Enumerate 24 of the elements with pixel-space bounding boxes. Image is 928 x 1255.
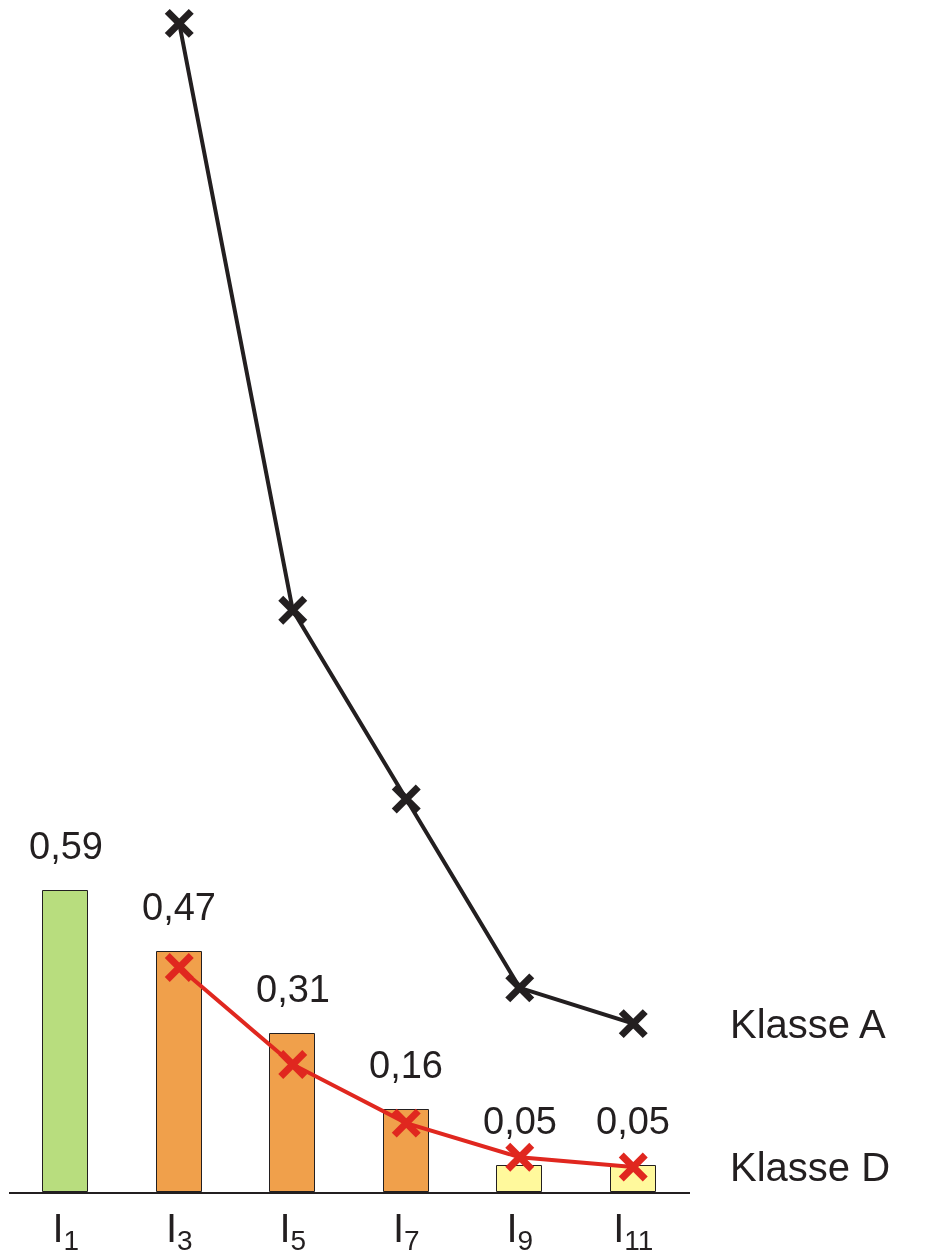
data-label: 0,05: [483, 1100, 557, 1142]
x-tick-label: I$_{1}$: [52, 1205, 80, 1255]
point: [277, 1048, 309, 1080]
x-tick-label: I$_{11}$: [613, 1205, 654, 1255]
point: [390, 783, 422, 815]
point: [277, 594, 309, 626]
text: Klasse D: [730, 1145, 891, 1189]
x-tick-label: I$_{5}$: [279, 1205, 307, 1255]
data-label: 0,31: [256, 968, 330, 1010]
text: Klasse A: [730, 1002, 886, 1046]
point: [617, 1008, 649, 1040]
data-label: 0,59: [29, 825, 103, 867]
point: [617, 1151, 649, 1183]
data-label: 0,47: [142, 886, 216, 928]
point: [390, 1107, 422, 1139]
x-tick-label: I$_{3}$: [165, 1205, 193, 1255]
x-tick-label: I$_{7}$: [392, 1205, 420, 1255]
point: [163, 7, 195, 39]
point: [163, 951, 195, 983]
point: [504, 1141, 536, 1173]
x-tick-label: I$_{9}$: [506, 1205, 534, 1255]
point: [504, 972, 536, 1004]
data-label: 0,16: [369, 1044, 443, 1086]
data-label: 0,05: [596, 1100, 670, 1142]
